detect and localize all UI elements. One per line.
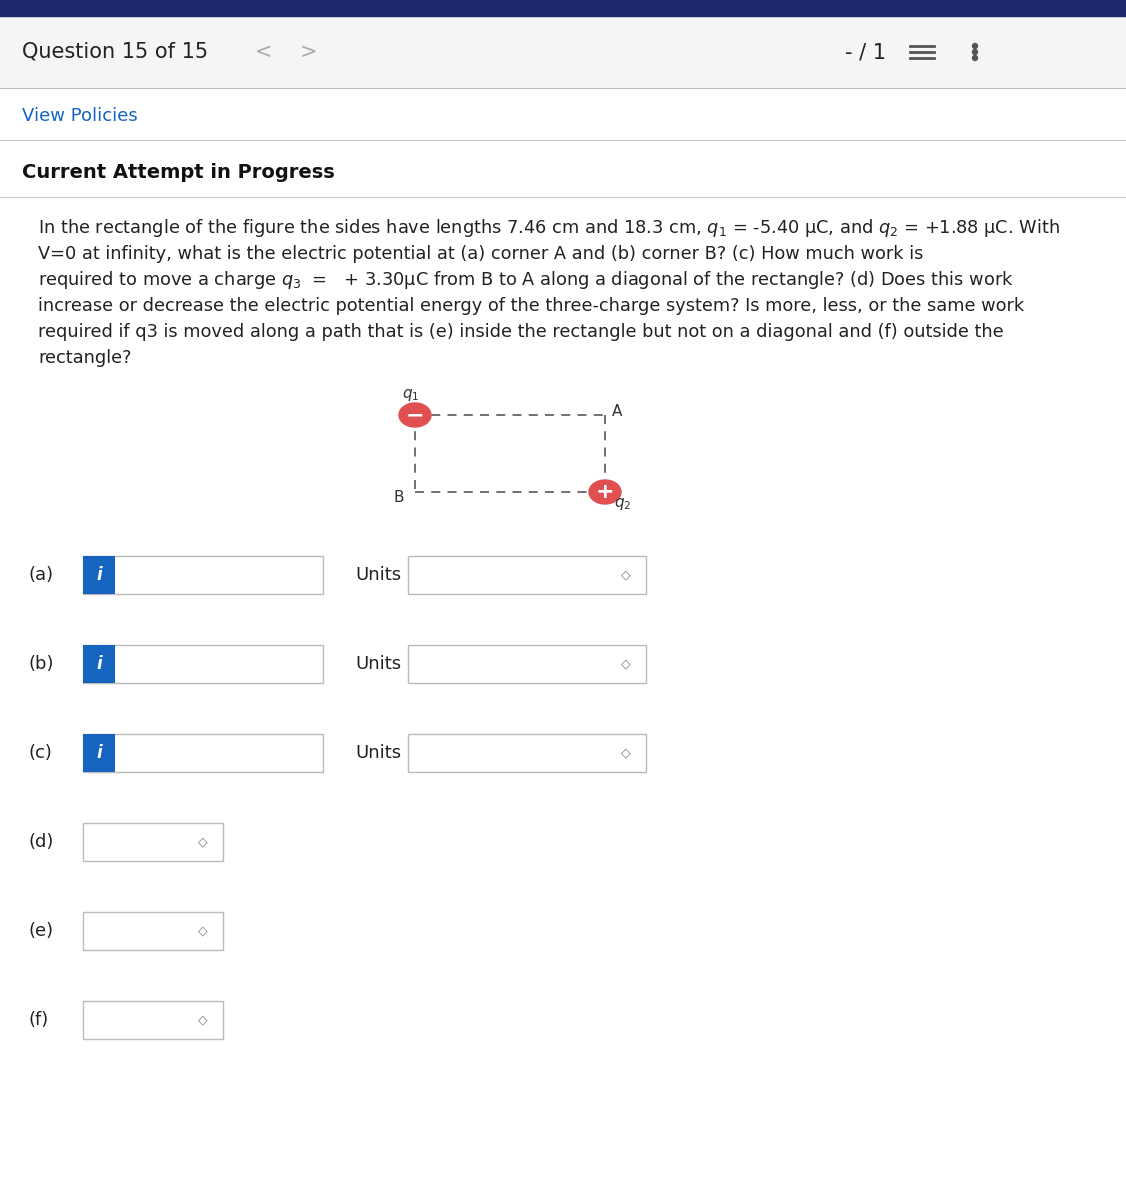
Circle shape — [973, 55, 977, 60]
FancyBboxPatch shape — [83, 734, 323, 772]
Bar — [0, 16, 1126, 88]
Text: i: i — [96, 744, 101, 762]
Text: >: > — [300, 42, 318, 62]
Circle shape — [973, 43, 977, 48]
FancyBboxPatch shape — [83, 556, 115, 594]
Text: $q_2$: $q_2$ — [615, 496, 632, 512]
Ellipse shape — [399, 403, 431, 427]
Text: (c): (c) — [28, 744, 52, 762]
Text: ◇: ◇ — [622, 658, 631, 671]
Text: i: i — [96, 566, 101, 584]
Text: Units: Units — [355, 744, 401, 762]
Text: Units: Units — [355, 655, 401, 673]
Text: In the rectangle of the figure the sides have lengths 7.46 cm and 18.3 cm, $q_1$: In the rectangle of the figure the sides… — [38, 217, 1060, 239]
FancyBboxPatch shape — [408, 556, 646, 594]
Text: ◇: ◇ — [622, 569, 631, 582]
FancyBboxPatch shape — [83, 646, 323, 683]
Text: (e): (e) — [28, 922, 53, 940]
Ellipse shape — [589, 480, 622, 504]
Text: B: B — [394, 490, 404, 504]
Text: (d): (d) — [28, 833, 53, 851]
Text: required to move a charge $q_3$  =   + 3.30μC from B to A along a diagonal of th: required to move a charge $q_3$ = + 3.30… — [38, 269, 1013, 290]
Text: (a): (a) — [28, 566, 53, 584]
Text: - / 1: - / 1 — [844, 42, 886, 62]
Text: −: − — [405, 404, 425, 425]
FancyBboxPatch shape — [83, 1001, 223, 1039]
FancyBboxPatch shape — [83, 734, 115, 772]
Text: <: < — [254, 42, 272, 62]
FancyBboxPatch shape — [408, 734, 646, 772]
Text: +: + — [596, 482, 615, 502]
Bar — [0, 0, 1126, 16]
FancyBboxPatch shape — [83, 912, 223, 950]
Text: Question 15 of 15: Question 15 of 15 — [23, 42, 208, 62]
Text: View Policies: View Policies — [23, 107, 137, 125]
Circle shape — [973, 49, 977, 54]
Text: ◇: ◇ — [198, 924, 208, 937]
Text: (b): (b) — [28, 655, 54, 673]
Text: i: i — [96, 655, 101, 673]
Text: increase or decrease the electric potential energy of the three-charge system? I: increase or decrease the electric potent… — [38, 296, 1025, 314]
Text: A: A — [613, 403, 623, 419]
Text: rectangle?: rectangle? — [38, 349, 132, 367]
Text: ◇: ◇ — [198, 835, 208, 848]
Text: Units: Units — [355, 566, 401, 584]
FancyBboxPatch shape — [408, 646, 646, 683]
FancyBboxPatch shape — [83, 556, 323, 594]
Text: required if q3 is moved along a path that is (e) inside the rectangle but not on: required if q3 is moved along a path tha… — [38, 323, 1003, 341]
FancyBboxPatch shape — [83, 823, 223, 862]
Text: Current Attempt in Progress: Current Attempt in Progress — [23, 163, 334, 182]
FancyBboxPatch shape — [83, 646, 115, 683]
Text: ◇: ◇ — [622, 746, 631, 760]
Text: ◇: ◇ — [198, 1014, 208, 1026]
Text: $q_1$: $q_1$ — [402, 386, 420, 403]
Text: (f): (f) — [28, 1010, 48, 1028]
Text: V=0 at infinity, what is the electric potential at (a) corner A and (b) corner B: V=0 at infinity, what is the electric po… — [38, 245, 923, 263]
